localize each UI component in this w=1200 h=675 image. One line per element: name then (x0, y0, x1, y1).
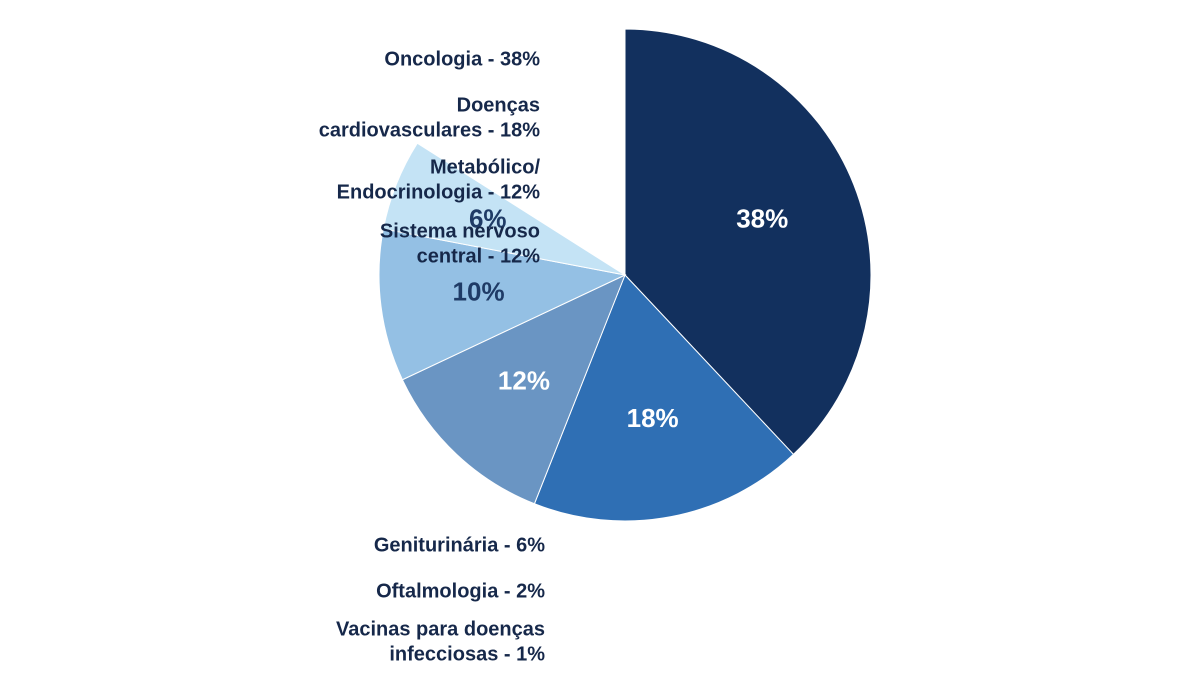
legend-label: Sistema nervoso (380, 220, 540, 242)
pie-slice (624, 28, 872, 456)
slice-labels: 38% 18% 12% 10% 6% (453, 204, 789, 433)
slice-label: 6% (469, 204, 507, 234)
pie-slice (382, 142, 626, 276)
legend-label: Oftalmologia - 2% (376, 580, 545, 602)
slice-label: 18% (627, 403, 679, 433)
legend-label: Metabólico/ (430, 156, 540, 178)
legend-label: Endocrinologia - 12% (337, 181, 541, 203)
legend-label: Doenças (457, 94, 540, 116)
legend-label: central - 12% (417, 245, 541, 267)
legend-label: Geniturinária - 6% (374, 534, 545, 556)
legend-label: cardiovasculares - 18% (319, 119, 540, 141)
legend-label: Oncologia - 38% (384, 48, 540, 70)
pie-slice (533, 274, 795, 522)
legend-label: Vacinas para doenças (336, 618, 545, 640)
slice-label: 38% (736, 204, 788, 234)
pie (378, 28, 872, 522)
pie-slice (378, 228, 627, 381)
legend-label: infecciosas - 1% (389, 643, 545, 665)
pie-slice (401, 274, 626, 505)
slice-label: 12% (498, 365, 550, 395)
slice-label: 10% (453, 276, 505, 306)
legend: Oncologia - 38% Doenças cardiovasculares -… (319, 48, 545, 665)
